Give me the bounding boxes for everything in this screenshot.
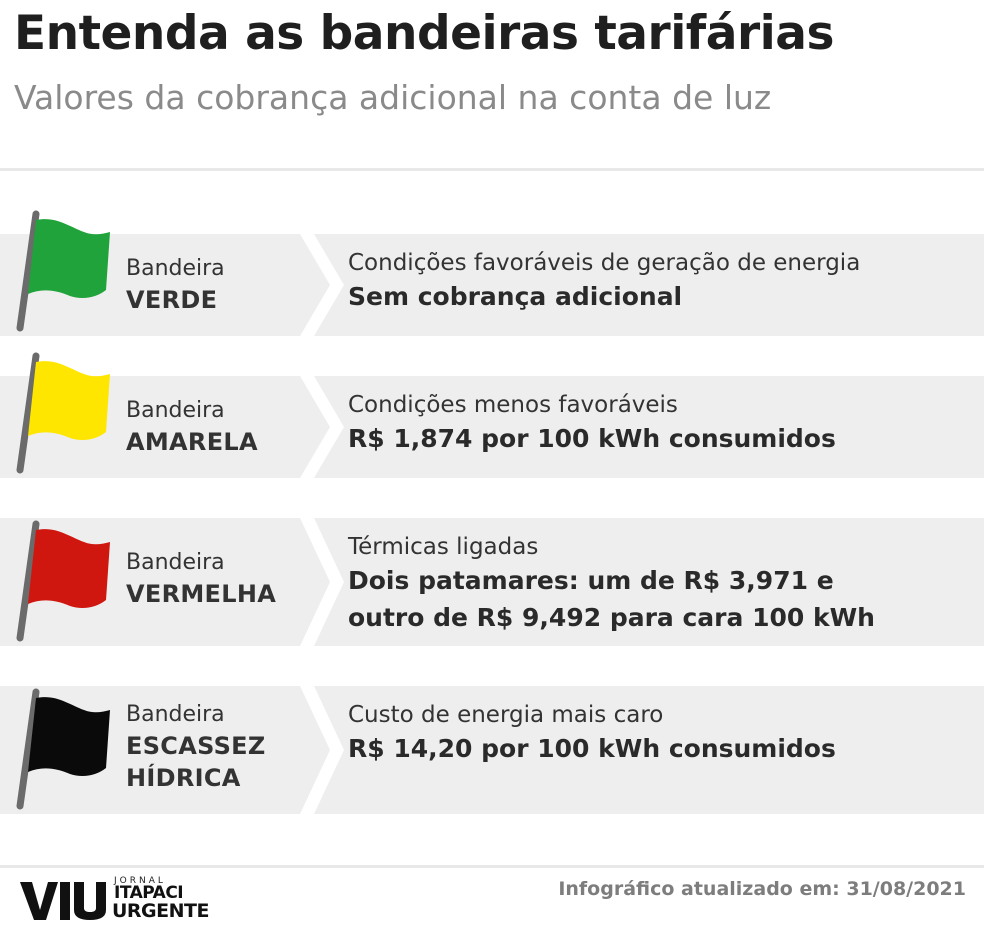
red-flag-icon xyxy=(16,520,110,642)
logo-text-mid: ITAPACI xyxy=(114,883,184,903)
flag-row-amarela: Bandeira AMARELA Condições menos favoráv… xyxy=(0,352,984,478)
logo-text-small: JORNAL xyxy=(114,876,166,886)
flag-name: AMARELA xyxy=(126,428,258,456)
flag-row-vermelha: Bandeira VERMELHA Térmicas ligadas Dois … xyxy=(0,494,984,646)
top-divider xyxy=(0,168,984,171)
updated-note: Infográfico atualizado em: 31/08/2021 xyxy=(558,878,966,900)
flag-label-word: Bandeira xyxy=(126,550,225,575)
page-subtitle: Valores da cobrança adicional na conta d… xyxy=(14,78,772,117)
page-title: Entenda as bandeiras tarifárias xyxy=(14,6,834,61)
flag-condition: Custo de energia mais caro xyxy=(348,702,664,728)
flag-info: Condições menos favoráveis R$ 1,874 por … xyxy=(348,390,836,457)
flag-label: Bandeira VERMELHA xyxy=(126,548,276,610)
green-flag-icon xyxy=(16,210,110,332)
flag-name-line-1: ESCASSEZ xyxy=(126,732,266,760)
flag-value: R$ 14,20 por 100 kWh consumidos xyxy=(348,734,836,763)
black-flag-icon xyxy=(16,688,110,810)
flag-row-escassez-hidrica: Bandeira ESCASSEZ HÍDRICA Custo de energ… xyxy=(0,662,984,814)
flag-label: Bandeira AMARELA xyxy=(126,396,258,458)
ju-logo-mark-icon xyxy=(20,882,106,920)
flag-condition: Condições favoráveis de geração de energ… xyxy=(348,250,861,276)
flag-value-line-1: Dois patamares: um de R$ 3,971 e xyxy=(348,566,834,595)
flag-value-line-2: outro de R$ 9,492 para cara 100 kWh xyxy=(348,603,875,632)
flag-label-word: Bandeira xyxy=(126,398,225,423)
flag-name-line-2: HÍDRICA xyxy=(126,764,241,792)
flag-label: Bandeira VERDE xyxy=(126,254,225,316)
flag-name: VERMELHA xyxy=(126,580,277,608)
flag-label-word: Bandeira xyxy=(126,256,225,281)
flag-info: Custo de energia mais caro R$ 14,20 por … xyxy=(348,700,836,767)
yellow-flag-icon xyxy=(16,352,110,474)
flag-info: Condições favoráveis de geração de energ… xyxy=(348,248,860,315)
bottom-divider xyxy=(0,865,984,868)
flag-condition: Condições menos favoráveis xyxy=(348,392,678,418)
flag-condition: Térmicas ligadas xyxy=(348,534,539,560)
flag-name: VERDE xyxy=(126,286,218,314)
row-band xyxy=(0,376,984,478)
flag-label: Bandeira ESCASSEZ HÍDRICA xyxy=(126,700,266,794)
flag-row-verde: Bandeira VERDE Condições favoráveis de g… xyxy=(0,210,984,336)
jornal-itapaci-urgente-logo: JORNAL ITAPACI URGENTE xyxy=(18,876,209,924)
flag-info: Térmicas ligadas Dois patamares: um de R… xyxy=(348,532,875,636)
logo-text-big: URGENTE xyxy=(112,900,209,922)
flag-value: R$ 1,874 por 100 kWh consumidos xyxy=(348,424,836,453)
flag-value: Sem cobrança adicional xyxy=(348,282,683,311)
flag-label-word: Bandeira xyxy=(126,702,225,727)
